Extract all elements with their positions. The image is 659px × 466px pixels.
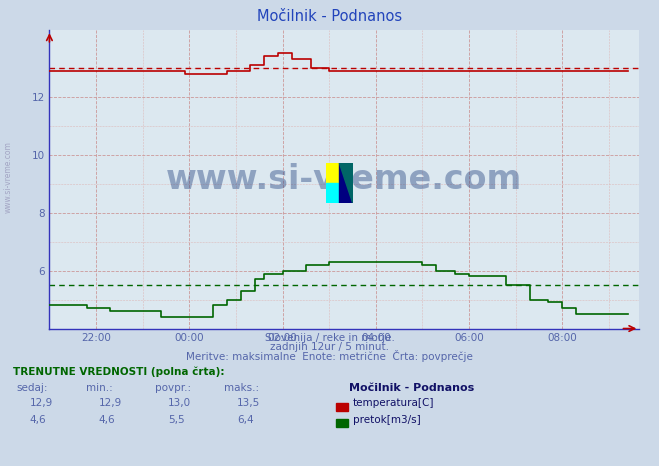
Text: 4,6: 4,6 xyxy=(99,415,115,425)
Text: TRENUTNE VREDNOSTI (polna črta):: TRENUTNE VREDNOSTI (polna črta): xyxy=(13,367,225,377)
Text: maks.:: maks.: xyxy=(224,383,259,392)
Text: 12,9: 12,9 xyxy=(30,398,53,408)
Text: 6,4: 6,4 xyxy=(237,415,254,425)
Text: pretok[m3/s]: pretok[m3/s] xyxy=(353,415,420,425)
Text: www.si-vreme.com: www.si-vreme.com xyxy=(3,141,13,213)
Text: 13,5: 13,5 xyxy=(237,398,260,408)
Text: sedaj:: sedaj: xyxy=(16,383,48,392)
Text: Močilnik - Podnanos: Močilnik - Podnanos xyxy=(257,9,402,24)
Polygon shape xyxy=(326,183,339,203)
Polygon shape xyxy=(339,163,353,203)
Text: 4,6: 4,6 xyxy=(30,415,46,425)
Text: povpr.:: povpr.: xyxy=(155,383,191,392)
Text: temperatura[C]: temperatura[C] xyxy=(353,398,434,408)
Polygon shape xyxy=(339,163,353,203)
Text: 13,0: 13,0 xyxy=(168,398,191,408)
Text: Meritve: maksimalne  Enote: metrične  Črta: povprečje: Meritve: maksimalne Enote: metrične Črta… xyxy=(186,350,473,362)
Text: Slovenija / reke in morje.: Slovenija / reke in morje. xyxy=(264,333,395,343)
Text: Močilnik - Podnanos: Močilnik - Podnanos xyxy=(349,383,474,392)
Text: www.si-vreme.com: www.si-vreme.com xyxy=(166,163,523,196)
Text: zadnjih 12ur / 5 minut.: zadnjih 12ur / 5 minut. xyxy=(270,343,389,352)
Polygon shape xyxy=(326,163,339,183)
Text: min.:: min.: xyxy=(86,383,113,392)
Text: 5,5: 5,5 xyxy=(168,415,185,425)
Text: 12,9: 12,9 xyxy=(99,398,122,408)
